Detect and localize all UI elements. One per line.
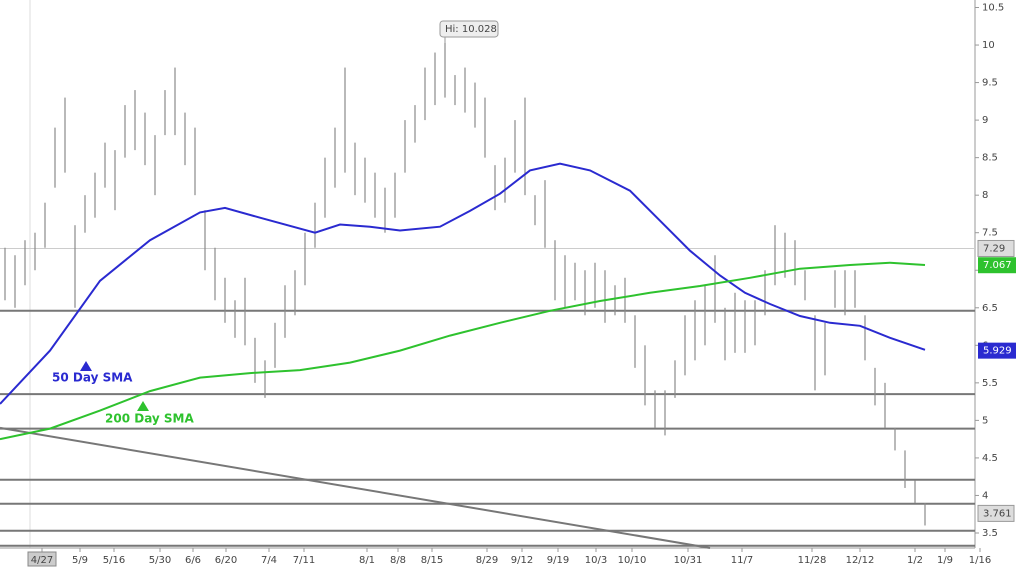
- last-value-box: [978, 257, 1016, 274]
- y-tick-label: 8: [982, 190, 988, 201]
- legend-label: 50 Day SMA: [52, 371, 133, 385]
- y-tick-label: 10.5: [982, 3, 1004, 14]
- x-tick-label: 7/11: [293, 555, 315, 566]
- y-tick-label: 10: [982, 40, 995, 51]
- x-tick-label: 11/28: [798, 555, 827, 566]
- x-tick-highlight: [27, 551, 57, 567]
- x-tick-label: 4/27: [31, 555, 53, 566]
- x-tick-label: 8/8: [390, 555, 406, 566]
- x-tick-label: 9/12: [511, 555, 533, 566]
- x-tick-label: 10/31: [674, 555, 703, 566]
- y-tick-label: 4: [982, 490, 988, 501]
- legend-marker: [80, 361, 92, 371]
- trendline: [0, 426, 711, 549]
- last-price-box: [977, 504, 1015, 522]
- y-tick-label: 8.5: [982, 153, 998, 164]
- x-tick-label: 10/3: [585, 555, 607, 566]
- x-tick-label: 6/20: [215, 555, 237, 566]
- y-tick-label: 9: [982, 115, 988, 126]
- y-tick-label: 7.5: [982, 228, 998, 239]
- x-tick-label: 7/4: [261, 555, 277, 566]
- legend-label: 200 Day SMA: [105, 412, 195, 426]
- callout-label: Hi: 10.028: [445, 24, 497, 35]
- x-tick-label: 1/2: [907, 555, 923, 566]
- x-tick-label: 8/29: [476, 555, 498, 566]
- y-tick-label: 5.5: [982, 378, 998, 389]
- y-tick-label: 4.5: [982, 453, 998, 464]
- last-value-box: [978, 342, 1016, 359]
- x-tick-label: 8/15: [421, 555, 443, 566]
- x-tick-label: 9/19: [547, 555, 569, 566]
- x-tick-label: 12/12: [846, 555, 875, 566]
- legend-marker: [137, 401, 149, 411]
- x-tick-label: 8/1: [359, 555, 375, 566]
- last-price-label: 3.761: [983, 508, 1012, 519]
- last-value-label: 5.929: [983, 346, 1012, 357]
- x-tick-label: 6/6: [185, 555, 201, 566]
- x-tick-label: 1/9: [937, 555, 953, 566]
- moving-average-line: [0, 261, 926, 441]
- x-tick-label: 10/10: [618, 555, 647, 566]
- last-price-box: [977, 239, 1015, 257]
- y-tick-label: 3.5: [982, 528, 998, 539]
- x-tick-label: 1/16: [969, 555, 991, 566]
- x-tick-label: 11/7: [731, 555, 753, 566]
- last-value-label: 7.067: [983, 260, 1012, 271]
- callout-box: [439, 20, 499, 38]
- y-tick-label: 5: [982, 415, 988, 426]
- x-tick-label: 5/30: [149, 555, 171, 566]
- moving-average-line: [0, 162, 926, 405]
- x-tick-label: 5/16: [103, 555, 125, 566]
- y-tick-label: 6.5: [982, 303, 998, 314]
- y-tick-label: 9.5: [982, 78, 998, 89]
- x-tick-label: 5/9: [72, 555, 88, 566]
- last-price-label: 7.29: [983, 243, 1005, 254]
